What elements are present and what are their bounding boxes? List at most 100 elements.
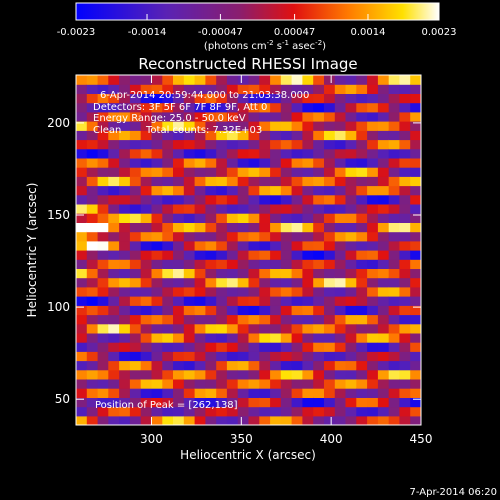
heatmap-cell: [173, 148, 185, 159]
heatmap-cell: [216, 259, 228, 269]
heatmap-cell: [86, 240, 99, 251]
heatmap-cell: [237, 167, 250, 177]
heatmap-cell: [377, 176, 390, 187]
heatmap-cell: [399, 102, 411, 113]
heatmap-cell: [399, 130, 411, 141]
heatmap-cell: [173, 167, 185, 177]
heatmap-cell: [194, 130, 206, 141]
heatmap-cell: [334, 277, 347, 288]
heatmap-cell: [324, 111, 336, 122]
heatmap-cell: [388, 121, 401, 131]
heatmap-cell: [410, 388, 421, 398]
heatmap-cell: [259, 176, 271, 187]
heatmap-cell: [377, 332, 390, 343]
heatmap-cell: [259, 378, 271, 389]
heatmap-cell: [108, 203, 120, 214]
heatmap-cell: [291, 93, 303, 104]
heatmap-cell: [334, 213, 347, 223]
heatmap-cell: [270, 176, 282, 187]
heatmap-cell: [270, 305, 282, 316]
heatmap-cell: [248, 268, 260, 279]
heatmap-cell: [324, 75, 336, 85]
heatmap-cell: [205, 75, 217, 85]
heatmap-cell: [183, 406, 196, 417]
heatmap-cell: [86, 286, 99, 297]
heatmap-cell: [183, 351, 196, 362]
heatmap-cell: [226, 277, 239, 288]
heatmap-cell: [216, 388, 228, 398]
heatmap-cell: [280, 75, 293, 85]
heatmap-cell: [388, 305, 401, 316]
heatmap-cell: [162, 130, 174, 141]
heatmap-cell: [183, 332, 196, 343]
heatmap-cell: [86, 93, 99, 104]
heatmap-cell: [259, 93, 271, 104]
heatmap-cell: [248, 240, 260, 251]
heatmap-cell: [237, 415, 250, 425]
heatmap-cell: [377, 93, 390, 104]
clean-label: Clean: [93, 125, 121, 136]
heatmap-cell: [345, 167, 357, 177]
heatmap-cell: [377, 406, 390, 417]
heatmap-cell: [248, 111, 260, 122]
heatmap-cell: [76, 406, 88, 417]
heatmap-cell: [270, 268, 282, 279]
heatmap-cell: [108, 157, 120, 168]
heatmap-cell: [345, 259, 357, 269]
heatmap-cell: [248, 176, 260, 187]
heatmap-cell: [280, 176, 293, 187]
heatmap-cell: [108, 250, 120, 260]
heatmap-cell: [237, 157, 250, 168]
heatmap-cell: [324, 93, 336, 104]
heatmap-cell: [388, 286, 401, 297]
heatmap-cell: [194, 84, 206, 94]
heatmap-cell: [334, 369, 347, 380]
heatmap-cell: [388, 75, 401, 85]
heatmap-cell: [367, 305, 379, 316]
heatmap-cell: [259, 231, 271, 242]
heatmap-cell: [291, 250, 303, 260]
heatmap-cell: [388, 342, 401, 352]
heatmap-cell: [248, 222, 260, 233]
heatmap-cell: [183, 84, 196, 94]
heatmap-cell: [367, 121, 379, 131]
heatmap-cell: [237, 406, 250, 417]
heatmap-cell: [291, 203, 303, 214]
heatmap-cell: [76, 323, 88, 334]
heatmap-cell: [345, 148, 357, 159]
heatmap-cell: [324, 332, 336, 343]
heatmap-cell: [367, 194, 379, 205]
heatmap-cell: [388, 388, 401, 398]
heatmap-cell: [140, 148, 153, 159]
heatmap-cell: [216, 351, 228, 362]
heatmap-cell: [76, 360, 88, 371]
heatmap-cell: [377, 397, 390, 408]
heatmap-cell: [97, 378, 109, 389]
heatmap-cell: [399, 332, 411, 343]
heatmap-cell: [108, 342, 120, 352]
heatmap-cell: [388, 167, 401, 177]
heatmap-cell: [345, 84, 357, 94]
heatmap-cell: [216, 121, 228, 131]
heatmap-cell: [226, 286, 239, 297]
heatmap-cell: [377, 268, 390, 279]
heatmap-cell: [345, 351, 357, 362]
heatmap-cell: [97, 139, 109, 150]
heatmap-cell: [345, 75, 357, 85]
heatmap-cell: [140, 250, 153, 260]
heatmap-cell: [356, 167, 368, 177]
heatmap-cell: [226, 369, 239, 380]
heatmap-cell: [334, 342, 347, 352]
heatmap-cell: [119, 176, 131, 187]
heatmap-cell: [388, 139, 401, 150]
heatmap-cell: [313, 84, 325, 94]
heatmap-cell: [205, 305, 217, 316]
heatmap-cell: [162, 102, 174, 113]
heatmap-cell: [183, 388, 196, 398]
heatmap-cell: [108, 314, 120, 325]
colorbar-tick-label: -0.0023: [57, 27, 96, 38]
heatmap-cell: [76, 84, 88, 94]
heatmap-cell: [334, 268, 347, 279]
heatmap-cell: [270, 203, 282, 214]
heatmap-cell: [367, 185, 379, 196]
